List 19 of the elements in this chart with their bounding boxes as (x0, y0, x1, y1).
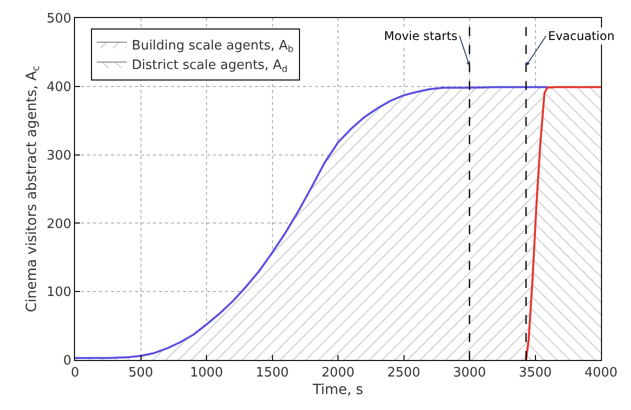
y-tick-label: 300 (46, 148, 72, 164)
x-tick-label: 500 (128, 366, 154, 381)
ref-line-label: Movie starts (384, 29, 458, 43)
x-tick-label: 1000 (190, 366, 224, 381)
y-tick-label: 0 (63, 354, 72, 369)
legend-label: District scale agents, A$_{d}$ (132, 58, 288, 75)
x-tick-label: 4000 (584, 366, 618, 381)
ref-line-label: Evacuation (548, 29, 615, 43)
x-tick-label: 2000 (321, 366, 355, 381)
x-tick-label: 3500 (518, 366, 552, 381)
y-tick-label: 200 (46, 216, 72, 232)
x-tick-label: 3000 (452, 366, 486, 381)
y-tick-label: 100 (46, 285, 72, 300)
x-tick-label: 2500 (387, 366, 420, 381)
y-tick-label: 400 (46, 80, 72, 95)
legend-label: Building scale agents, A$_{b}$ (132, 38, 294, 56)
y-tick-label: 500 (46, 12, 72, 27)
x-axis-title: Time, s (312, 382, 364, 398)
x-tick-label: 1500 (256, 366, 289, 381)
